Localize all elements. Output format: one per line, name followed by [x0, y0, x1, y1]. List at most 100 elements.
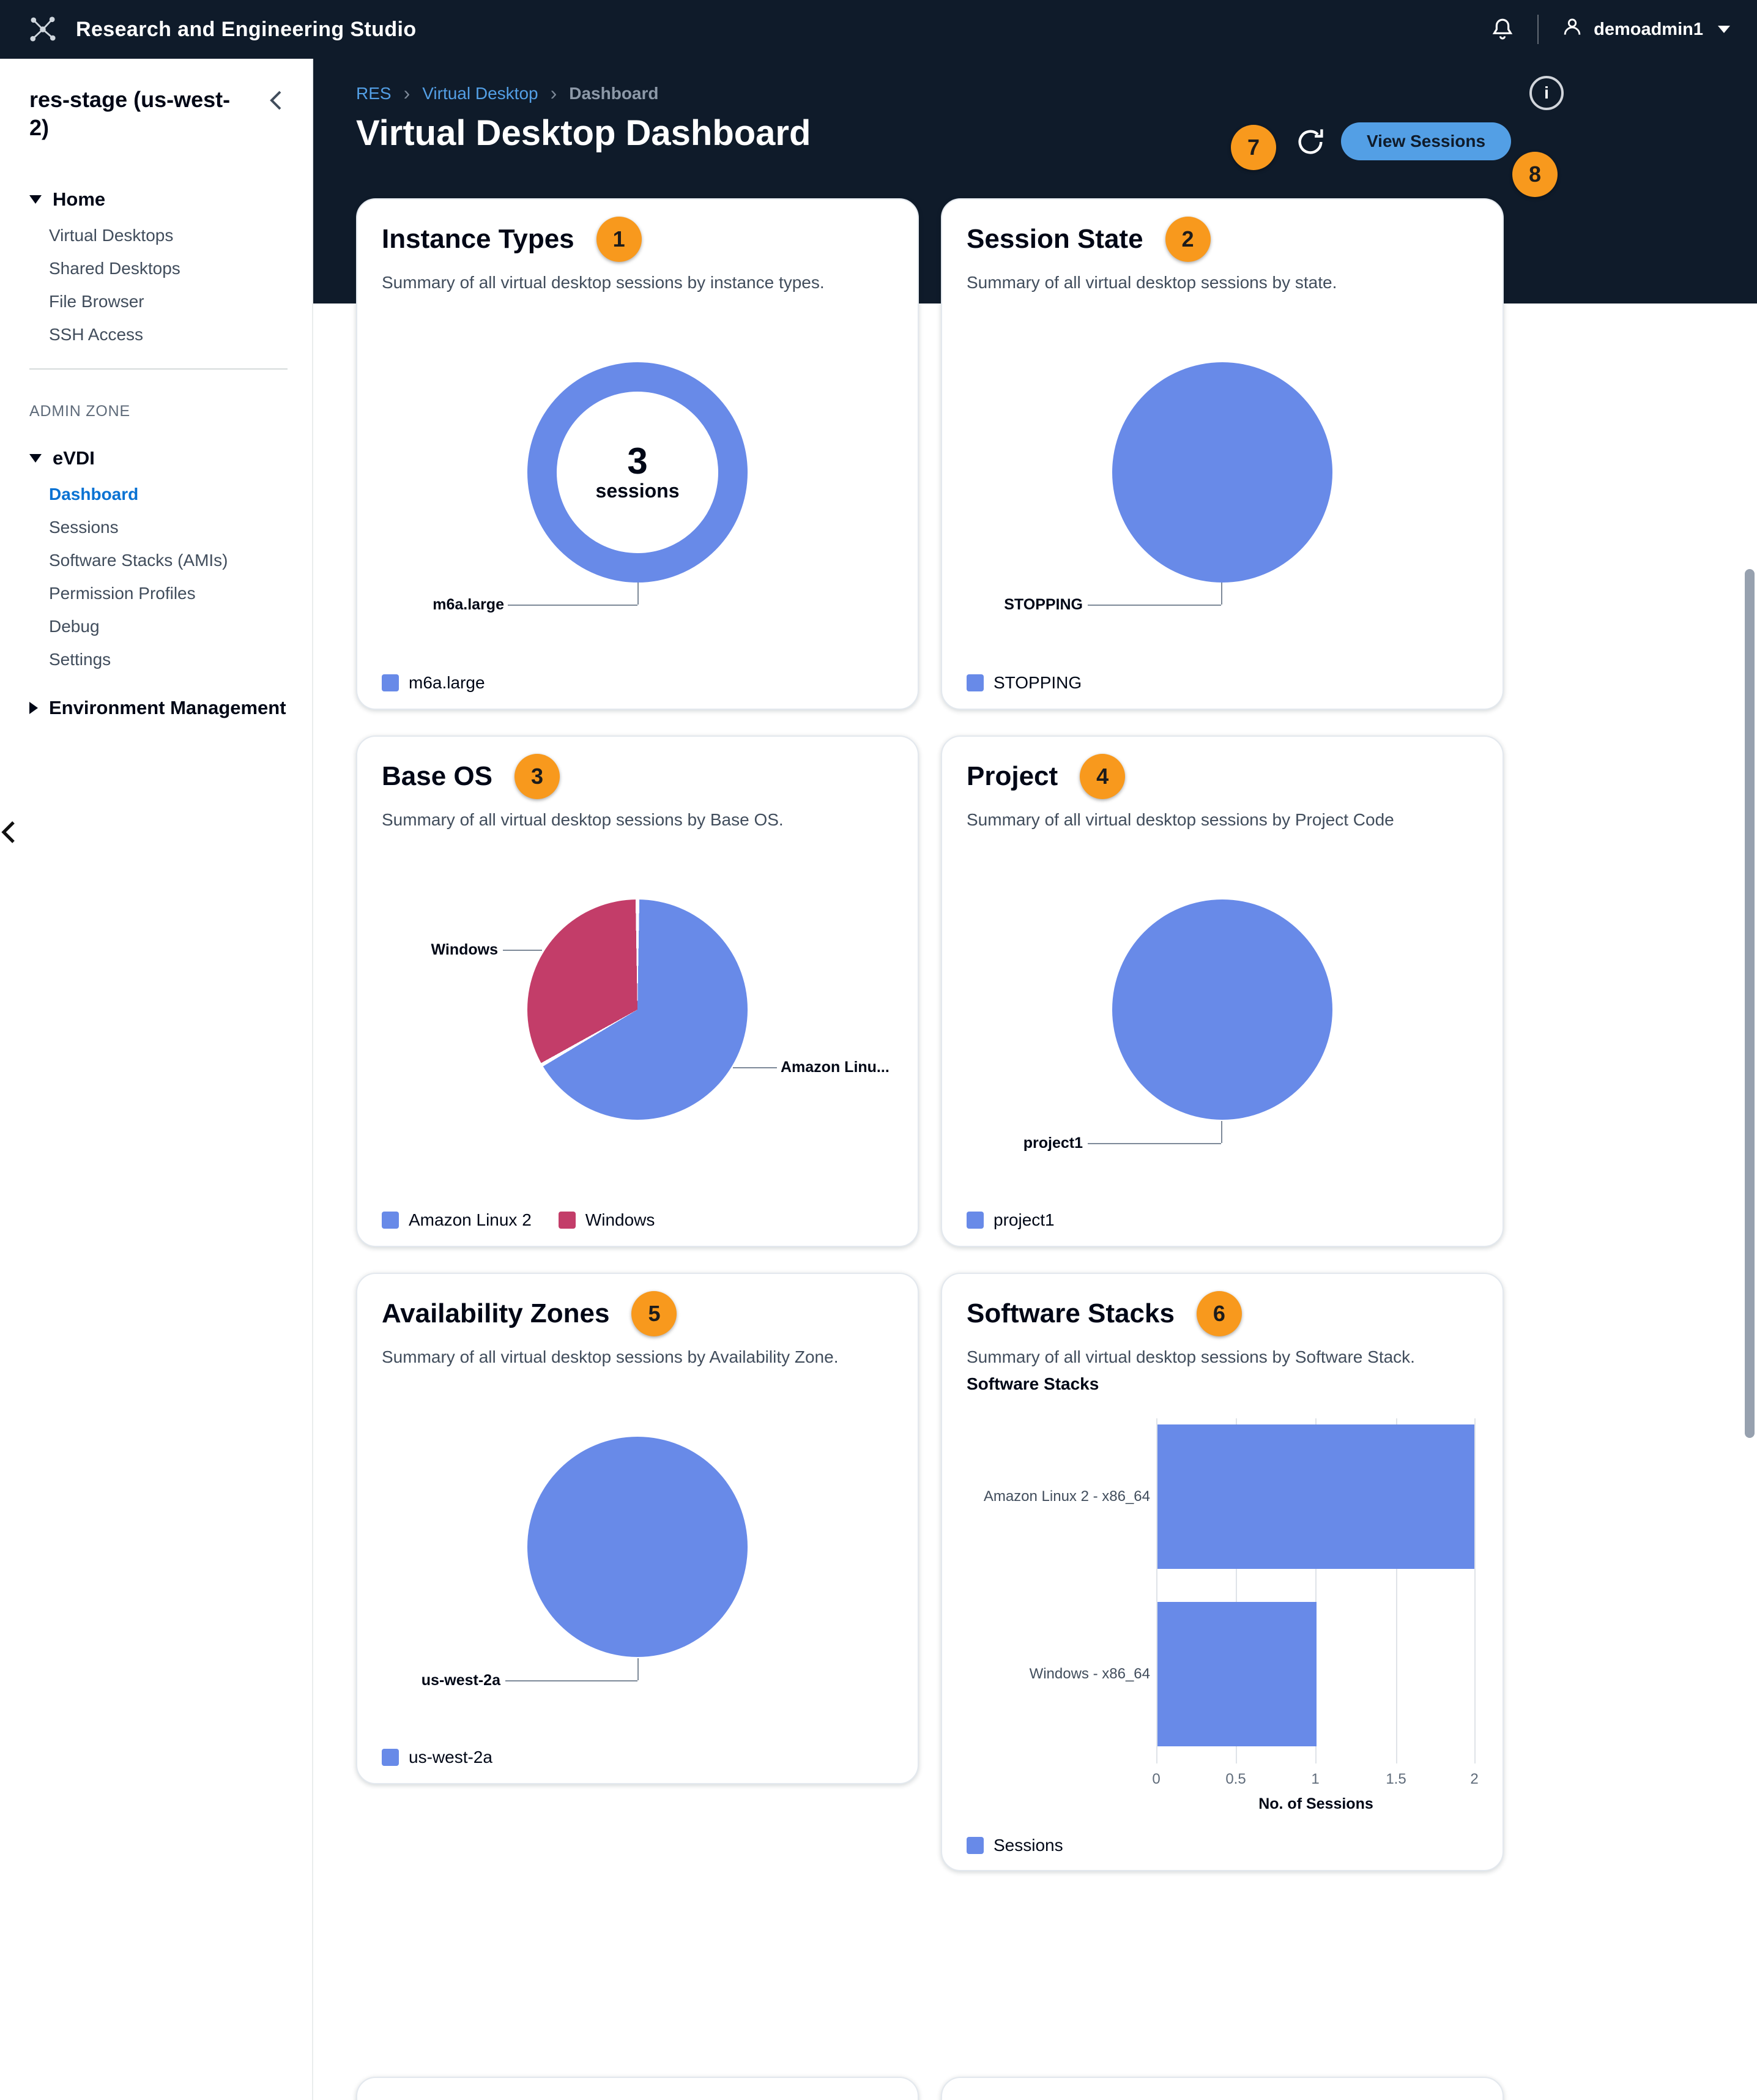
legend-label: m6a.large — [409, 673, 485, 692]
pie-callout-label: Windows — [431, 941, 499, 958]
legend-label: project1 — [994, 1210, 1055, 1229]
sidebar-item-software-stacks[interactable]: Software Stacks (AMIs) — [49, 551, 228, 570]
sidebar-item-sessions[interactable]: Sessions — [49, 518, 119, 537]
callout-line — [637, 1658, 639, 1680]
bar-chart-title: Software Stacks — [967, 1374, 1099, 1393]
legend-swatch — [558, 1212, 576, 1229]
sidebar-item-debug[interactable]: Debug — [49, 617, 100, 636]
sidebar-group-evdi-label: eVDI — [53, 447, 95, 469]
card-description: Summary of all virtual desktop sessions … — [382, 810, 784, 829]
bar-amazon-linux-2 — [1157, 1424, 1474, 1569]
callout-line — [503, 950, 542, 951]
breadcrumb-virtual-desktop-link[interactable]: Virtual Desktop — [422, 83, 538, 103]
card-partial — [356, 2077, 919, 2100]
user-menu-caret-icon — [1718, 26, 1730, 33]
card-description: Summary of all virtual desktop sessions … — [382, 1347, 839, 1366]
callout-line — [733, 1067, 777, 1068]
sidebar-item-permission-profiles[interactable]: Permission Profiles — [49, 584, 196, 603]
chart-legend: project1 — [967, 1210, 1055, 1230]
card-description: Summary of all virtual desktop sessions … — [382, 273, 825, 292]
pie-callout-label: project1 — [1023, 1134, 1083, 1152]
card-title: Project — [967, 761, 1058, 791]
mouse-cursor — [0, 820, 16, 849]
info-icon[interactable]: i — [1529, 76, 1564, 110]
sidebar-group-home[interactable]: Home — [29, 188, 288, 210]
callout-line — [505, 1680, 637, 1681]
page-title: Virtual Desktop Dashboard — [356, 113, 811, 153]
dashboard-cards: Instance Types 1 Summary of all virtual … — [356, 198, 1504, 1871]
sidebar-item-file-browser[interactable]: File Browser — [49, 292, 144, 311]
chevron-down-icon — [29, 195, 42, 204]
pie-callout-label: Amazon Linu... — [781, 1059, 890, 1076]
sidebar-collapse-icon[interactable] — [263, 86, 288, 119]
instance-types-donut-chart: 3 sessions — [527, 362, 748, 583]
sidebar-item-settings[interactable]: Settings — [49, 650, 111, 669]
legend-label: us-west-2a — [409, 1748, 492, 1767]
card-title: Session State — [967, 224, 1143, 254]
sidebar-group-environment-management[interactable]: Environment Management — [29, 697, 288, 719]
breadcrumb-separator-icon: › — [403, 82, 410, 104]
breadcrumb-separator-icon: › — [550, 82, 557, 104]
x-tick-label: 0 — [1152, 1771, 1161, 1787]
sidebar-item-ssh-access[interactable]: SSH Access — [49, 325, 144, 344]
chart-legend: Sessions — [967, 1836, 1063, 1855]
annotation-badge-2: 2 — [1165, 217, 1211, 262]
project-pie-chart — [1112, 899, 1332, 1120]
chevron-down-icon — [29, 454, 42, 463]
breadcrumb-res-link[interactable]: RES — [356, 83, 392, 103]
sidebar-group-home-label: Home — [53, 188, 106, 210]
bar-windows — [1157, 1602, 1317, 1746]
pie-callout-label: m6a.large — [433, 596, 504, 613]
card-availability-zones: Availability Zones 5 Summary of all virt… — [356, 1273, 919, 1784]
legend-swatch — [382, 1212, 399, 1229]
sidebar-group-evdi[interactable]: eVDI — [29, 447, 288, 469]
top-navigation-bar: Research and Engineering Studio demoadmi… — [0, 0, 1757, 59]
chart-legend: STOPPING — [967, 673, 1082, 693]
user-icon — [1561, 15, 1584, 43]
card-instance-types: Instance Types 1 Summary of all virtual … — [356, 198, 919, 710]
legend-label: STOPPING — [994, 673, 1082, 692]
card-title: Software Stacks — [967, 1298, 1175, 1328]
callout-line — [1221, 1121, 1222, 1143]
x-tick-label: 0.5 — [1225, 1771, 1246, 1787]
annotation-badge-5: 5 — [631, 1291, 677, 1336]
sidebar-item-shared-desktops[interactable]: Shared Desktops — [49, 259, 180, 278]
legend-swatch — [382, 1749, 399, 1766]
chevron-right-icon — [29, 702, 38, 714]
card-partial — [941, 2077, 1504, 2100]
annotation-badge-1: 1 — [596, 217, 642, 262]
sidebar-item-virtual-desktops[interactable]: Virtual Desktops — [49, 226, 174, 245]
callout-line — [1088, 1143, 1221, 1144]
legend-swatch — [967, 1837, 984, 1854]
view-sessions-button[interactable]: View Sessions — [1341, 122, 1512, 160]
gridline — [1396, 1418, 1397, 1763]
sidebar-item-dashboard[interactable]: Dashboard — [49, 485, 139, 504]
pie-callout-label: us-west-2a — [421, 1672, 500, 1689]
session-state-pie-chart — [1112, 362, 1332, 583]
user-menu[interactable]: demoadmin1 — [1561, 15, 1730, 43]
card-description: Summary of all virtual desktop sessions … — [967, 273, 1337, 292]
software-stacks-bar-chart — [1156, 1418, 1476, 1763]
gridline — [1236, 1418, 1237, 1763]
annotation-badge-8: 8 — [1512, 152, 1558, 197]
card-title: Availability Zones — [382, 1298, 610, 1328]
topbar-divider — [1537, 15, 1539, 44]
vertical-scrollbar[interactable] — [1745, 569, 1755, 1438]
breadcrumb-current: Dashboard — [569, 83, 659, 103]
environment-title: res-stage (us-west-2) — [29, 87, 231, 140]
legend-swatch — [382, 674, 399, 691]
notifications-bell-icon[interactable] — [1490, 17, 1515, 42]
refresh-icon[interactable] — [1292, 124, 1329, 160]
donut-center-label: sessions — [595, 479, 680, 502]
breadcrumb: RES › Virtual Desktop › Dashboard — [356, 82, 659, 105]
main-content: RES › Virtual Desktop › Dashboard i Virt… — [313, 59, 1757, 2100]
sidebar-group-environment-management-label: Environment Management — [49, 697, 286, 718]
gridline — [1315, 1418, 1317, 1763]
res-logo-icon — [27, 13, 59, 45]
annotation-badge-4: 4 — [1080, 754, 1126, 799]
callout-line — [1088, 605, 1221, 606]
legend-label: Sessions — [994, 1836, 1063, 1855]
username: demoadmin1 — [1594, 19, 1703, 39]
card-project: Project 4 Summary of all virtual desktop… — [941, 735, 1504, 1247]
